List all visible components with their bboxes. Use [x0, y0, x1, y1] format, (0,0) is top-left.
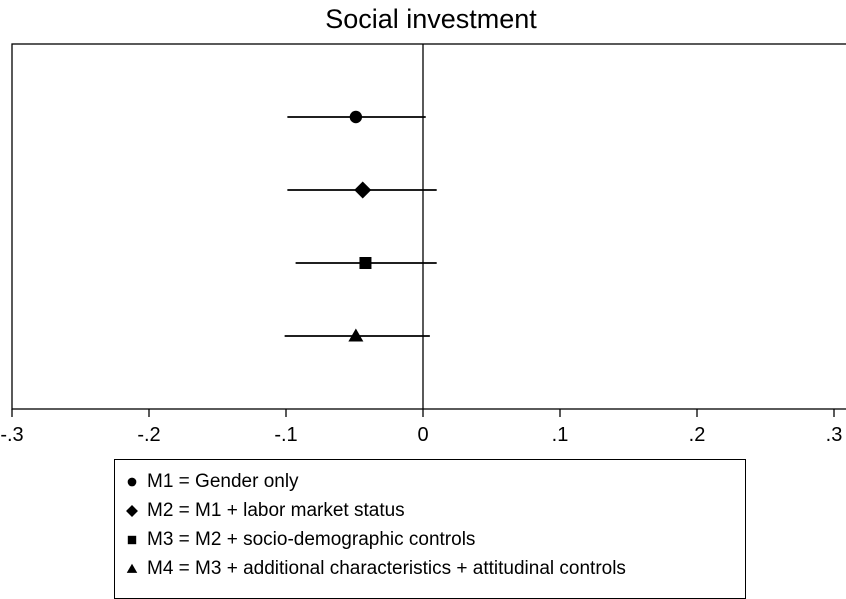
plot-area: -.3 -.2 -.1 0 .1 .2 .3: [0, 43, 846, 446]
x-tick-label: .2: [689, 424, 706, 446]
legend-circle-icon: [127, 477, 137, 487]
plot-frame: [11, 43, 846, 410]
point-estimate-square: [359, 257, 372, 269]
x-tick-label: 0: [417, 424, 428, 446]
legend-label: M3 = M2 + socio-demographic controls: [147, 529, 476, 550]
legend-square-icon: [127, 535, 137, 545]
legend-label: M4 = M3 + additional characteristics + a…: [147, 558, 626, 579]
legend-item: M3 = M2 + socio-demographic controls: [123, 527, 475, 553]
x-tick-label: .1: [552, 424, 569, 446]
legend-item: M2 = M1 + labor market status: [123, 498, 405, 524]
legend-marker: [127, 535, 137, 545]
legend-triangle-icon: [126, 563, 138, 573]
point-estimate-diamond: [354, 181, 372, 199]
legend-label: M2 = M1 + labor market status: [147, 500, 405, 521]
x-tick-label: -.3: [0, 424, 23, 446]
legend-item: M1 = Gender only: [123, 469, 299, 495]
legend: M1 = Gender only M2 = M1 + labor market s…: [114, 459, 746, 599]
x-tick-label: .3: [826, 424, 843, 446]
legend-diamond-icon: [126, 505, 138, 517]
legend-label: M1 = Gender only: [147, 471, 299, 492]
legend-marker: [127, 477, 137, 487]
point-estimate-triangle: [348, 328, 364, 342]
chart-title: Social investment: [325, 4, 537, 34]
x-tick-label: -.2: [137, 424, 160, 446]
legend-marker: [126, 505, 138, 517]
legend-marker: [126, 563, 138, 573]
legend-item: M4 = M3 + additional characteristics + a…: [123, 556, 626, 582]
x-tick-label: -.1: [274, 424, 297, 446]
point-estimate-circle: [349, 110, 363, 124]
